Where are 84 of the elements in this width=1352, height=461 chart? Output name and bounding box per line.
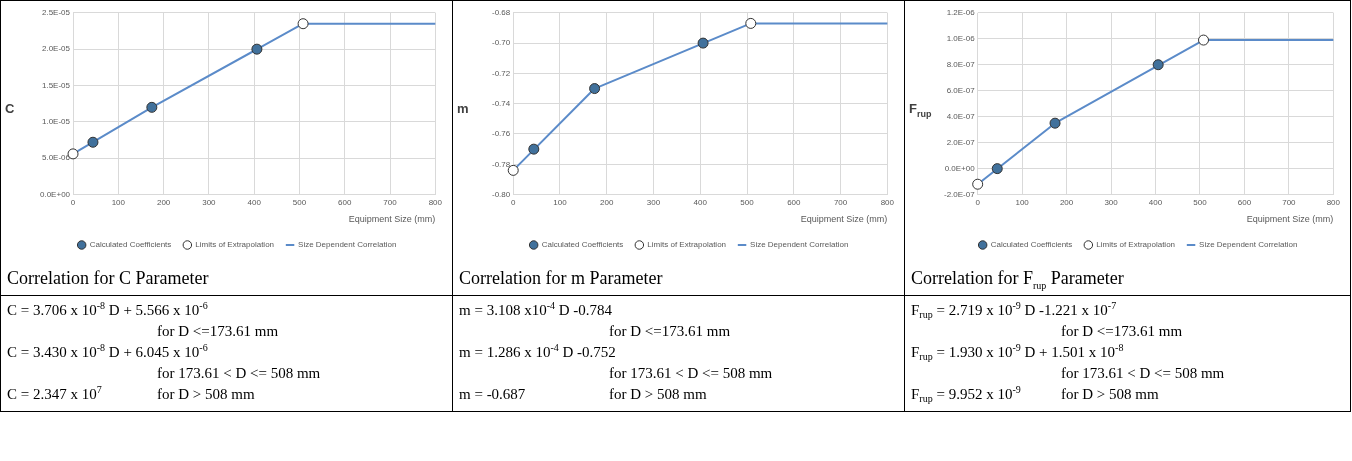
text: m = 1.286 x 10$^{-4}$ D -0.752 (459, 342, 617, 362)
y-tick-label: -0.80 (492, 189, 511, 199)
y-tick-label: 0.0E+00 (40, 189, 71, 199)
text: C = 3.430 x 10$^{-8}$ D + 6.045 x 10$^{-6}$ (7, 342, 209, 362)
x-tick-label: 500 (1193, 197, 1208, 207)
x-tick-label: 300 (1104, 197, 1119, 207)
y-tick-label: 5.0E-06 (42, 153, 71, 163)
x-tick-label: 800 (428, 197, 443, 207)
text: F$_{rup}$ = 9.952 x 10$^{-9}$ (911, 384, 1022, 405)
y-axis-title: m (457, 101, 470, 116)
x-tick-label: 400 (1148, 197, 1163, 207)
text: Correlation for F$_{rup}$ Parameter (905, 261, 1350, 296)
y-tick-label: 1.0E-06 (946, 33, 976, 43)
text: F$_{rup}$ = 1.930 x 10$^{-9}$ D + 1.501 x 10$^{-8}$ (911, 342, 1125, 363)
x-tick-label: 300 (646, 197, 661, 207)
text: for D <=173.61 mm (609, 322, 732, 341)
legend-label: Limits of Extrapolation (195, 240, 275, 250)
x-tick-label: 700 (1282, 197, 1297, 207)
y-tick-label: 2.0E-07 (946, 137, 976, 147)
text: for D > 508 mm (609, 385, 708, 404)
x-tick-label: 800 (1326, 197, 1341, 207)
text: for 173.61 < D <= 508 mm (157, 364, 322, 383)
y-tick-label: 8.0E-07 (946, 59, 976, 69)
x-tick-label: 600 (787, 197, 802, 207)
x-tick-label: 500 (292, 197, 307, 207)
legend-label: Calculated Coefficients (990, 240, 1073, 250)
y-tick-label: -2.0E-07 (944, 189, 976, 199)
y-tick-label: -0.68 (492, 8, 511, 17)
x-tick-label: 100 (553, 197, 568, 207)
y-tick-label: -0.74 (492, 98, 511, 108)
y-tick-label: -0.72 (492, 68, 511, 78)
x-axis-title: Equipment Size (mm) (1246, 214, 1334, 225)
legend-label: Limits of Extrapolation (647, 240, 727, 250)
text: Correlation for m Parameter (453, 261, 904, 296)
y-tick-label: 6.0E-07 (946, 85, 976, 95)
text: for D > 508 mm (157, 385, 256, 404)
y-tick-label: -0.76 (492, 129, 511, 139)
y-tick-label: 0.0E+00 (944, 163, 976, 173)
text: for D <=173.61 mm (1061, 322, 1184, 341)
y-tick-label: 2.5E-05 (42, 8, 71, 17)
legend-label: Limits of Extrapolation (1096, 240, 1176, 250)
text: for 173.61 < D <= 508 mm (1061, 364, 1226, 383)
legend-label: Size Dependent Correlation (298, 240, 397, 250)
x-tick-label: 500 (740, 197, 755, 207)
text: for D > 508 mm (1061, 385, 1160, 404)
x-tick-label: 200 (156, 197, 171, 207)
y-tick-label: 1.2E-06 (946, 8, 976, 17)
y-tick-label: -0.78 (492, 159, 511, 169)
x-tick-label: 100 (111, 197, 126, 207)
y-axis-title: C (5, 101, 16, 116)
text: m = -0.687 (459, 385, 527, 404)
x-tick-label: 600 (338, 197, 352, 207)
text: for D <=173.61 mm (157, 322, 280, 341)
x-tick-label: 0 (70, 197, 76, 207)
y-tick-label: -0.70 (492, 38, 511, 48)
x-tick-label: 700 (833, 197, 848, 207)
text: C = 3.706 x 10$^{-8}$ D + 5.566 x 10$^{-6}$ (7, 300, 209, 320)
text: Correlation for C Parameter (1, 261, 452, 296)
legend-label: Size Dependent Correlation (1199, 240, 1298, 250)
x-axis-title: Equipment Size (mm) (800, 214, 888, 225)
x-axis-title: Equipment Size (mm) (348, 214, 436, 225)
x-tick-label: 0 (975, 197, 981, 207)
text: C = 2.347 x 10$^{7}$ (7, 384, 103, 404)
text: F$_{rup}$ = 2.719 x 10$^{-9}$ D -1.221 x 10$^{-7}$ (911, 300, 1118, 321)
legend-label: Size Dependent Correlation (750, 240, 849, 250)
x-tick-label: 200 (1059, 197, 1074, 207)
x-tick-label: 0 (511, 197, 517, 207)
legend-label: Calculated Coefficients (89, 240, 172, 250)
y-tick-label: 1.5E-05 (42, 80, 71, 90)
y-axis-title: F$_{rup}$ (909, 101, 933, 119)
y-tick-label: 1.0E-05 (42, 117, 71, 127)
x-tick-label: 800 (880, 197, 895, 207)
text: for 173.61 < D <= 508 mm (609, 364, 774, 383)
x-tick-label: 400 (693, 197, 708, 207)
x-tick-label: 600 (1237, 197, 1252, 207)
legend-label: Calculated Coefficients (541, 240, 624, 250)
x-tick-label: 300 (202, 197, 217, 207)
x-tick-label: 100 (1015, 197, 1030, 207)
x-tick-label: 200 (600, 197, 614, 207)
y-tick-label: 2.0E-05 (42, 44, 71, 54)
text: m = 3.108 x10$^{-4}$ D -0.784 (459, 300, 614, 320)
x-tick-label: 700 (383, 197, 398, 207)
y-tick-label: 4.0E-07 (946, 111, 976, 121)
x-tick-label: 400 (247, 197, 262, 207)
